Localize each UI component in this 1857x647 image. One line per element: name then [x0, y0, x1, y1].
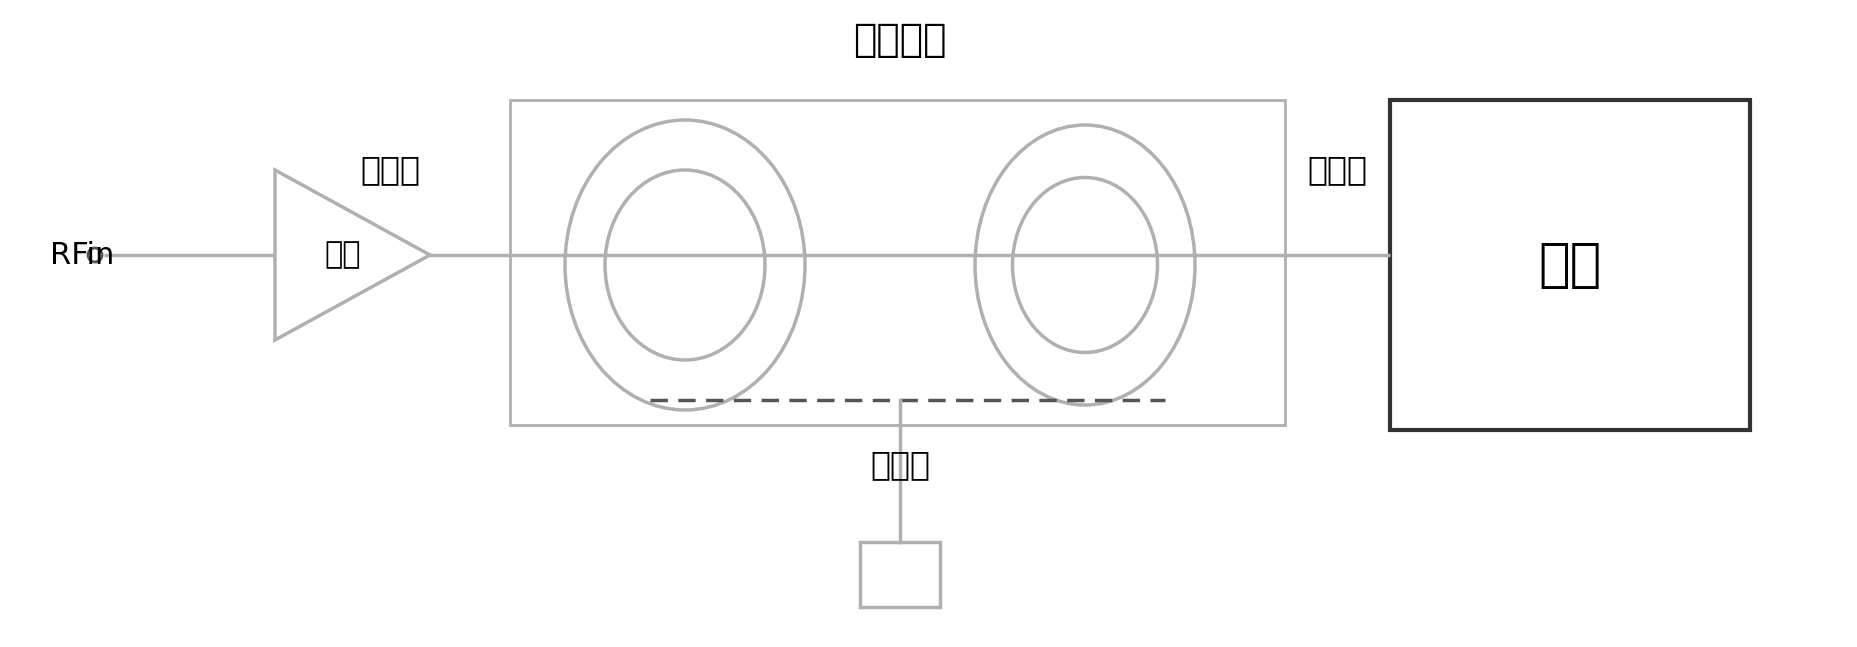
Text: RFin: RFin	[50, 241, 115, 270]
Bar	[511, 100, 1285, 425]
Text: 输出端: 输出端	[1307, 153, 1367, 186]
Text: 负载端: 负载端	[869, 448, 930, 481]
Text: 双环行器: 双环行器	[852, 21, 947, 59]
Text: 功放: 功放	[325, 241, 360, 270]
Text: 负载: 负载	[1538, 239, 1601, 291]
Text: 输入端: 输入端	[360, 153, 420, 186]
Bar	[860, 542, 940, 607]
Bar	[1391, 100, 1749, 430]
